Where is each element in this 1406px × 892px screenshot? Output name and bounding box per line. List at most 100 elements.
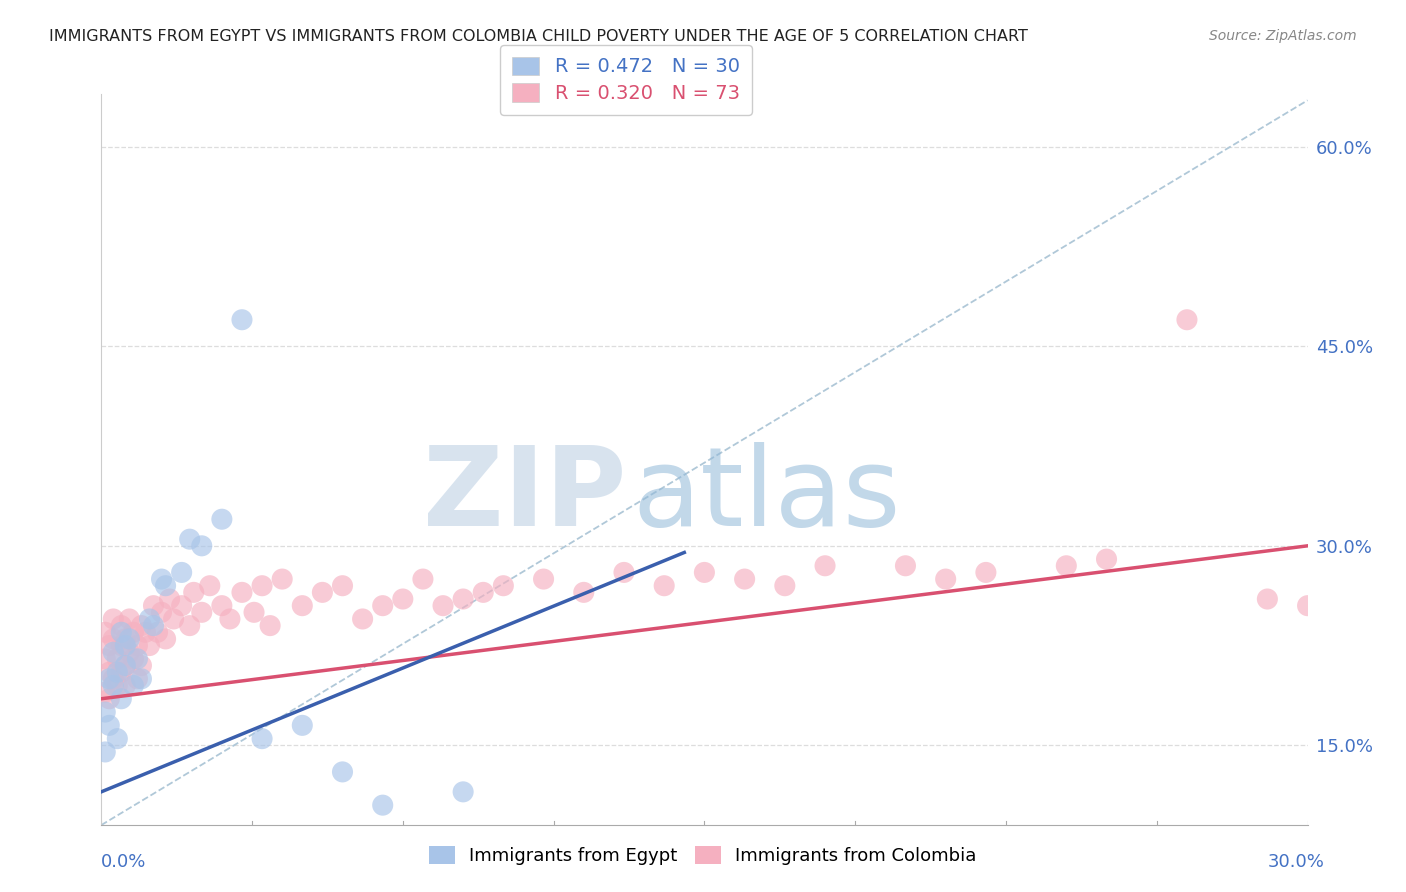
Point xyxy=(371,798,394,813)
Point xyxy=(98,672,121,686)
Point xyxy=(352,612,374,626)
Point xyxy=(170,599,193,613)
Point xyxy=(127,639,149,653)
Point xyxy=(142,599,165,613)
Text: atlas: atlas xyxy=(633,442,900,549)
Point xyxy=(118,645,141,659)
Point xyxy=(814,558,837,573)
Point xyxy=(127,652,149,666)
Point xyxy=(103,678,125,692)
Point xyxy=(412,572,434,586)
Point xyxy=(98,691,121,706)
Point xyxy=(935,572,957,586)
Point xyxy=(773,579,796,593)
Point xyxy=(179,532,201,546)
Point xyxy=(432,599,454,613)
Point xyxy=(332,579,354,593)
Point xyxy=(105,665,128,680)
Point xyxy=(1054,558,1077,573)
Point xyxy=(103,612,125,626)
Point xyxy=(114,639,136,653)
Point xyxy=(211,599,233,613)
Point xyxy=(94,652,117,666)
Point xyxy=(110,618,132,632)
Point xyxy=(533,572,555,586)
Point xyxy=(231,585,253,599)
Point xyxy=(110,665,132,680)
Point xyxy=(105,678,128,692)
Point xyxy=(231,312,253,326)
Point xyxy=(451,785,474,799)
Point xyxy=(122,625,145,640)
Point xyxy=(131,618,153,632)
Point xyxy=(118,632,141,646)
Point xyxy=(150,605,173,619)
Point xyxy=(134,625,156,640)
Legend: R = 0.472   N = 30, R = 0.320   N = 73: R = 0.472 N = 30, R = 0.320 N = 73 xyxy=(501,45,752,115)
Point xyxy=(974,566,997,580)
Point xyxy=(105,652,128,666)
Point xyxy=(138,639,160,653)
Point xyxy=(291,718,314,732)
Point xyxy=(271,572,294,586)
Point xyxy=(243,605,266,619)
Point xyxy=(259,618,281,632)
Point xyxy=(146,625,169,640)
Point xyxy=(392,592,415,607)
Text: IMMIGRANTS FROM EGYPT VS IMMIGRANTS FROM COLOMBIA CHILD POVERTY UNDER THE AGE OF: IMMIGRANTS FROM EGYPT VS IMMIGRANTS FROM… xyxy=(49,29,1028,44)
Point xyxy=(131,658,153,673)
Point xyxy=(451,592,474,607)
Point xyxy=(114,678,136,692)
Point xyxy=(734,572,756,586)
Point xyxy=(250,579,273,593)
Point xyxy=(103,672,125,686)
Point xyxy=(1175,312,1198,326)
Point xyxy=(131,672,153,686)
Point xyxy=(1256,592,1278,607)
Point xyxy=(332,764,354,779)
Point xyxy=(291,599,314,613)
Point xyxy=(162,612,184,626)
Point xyxy=(122,678,145,692)
Point xyxy=(1296,599,1319,613)
Point xyxy=(894,558,917,573)
Point xyxy=(94,745,117,759)
Point xyxy=(122,652,145,666)
Text: Source: ZipAtlas.com: Source: ZipAtlas.com xyxy=(1209,29,1357,43)
Point xyxy=(179,618,201,632)
Point xyxy=(94,685,117,699)
Point xyxy=(472,585,495,599)
Text: 0.0%: 0.0% xyxy=(101,853,146,871)
Point xyxy=(492,579,515,593)
Point xyxy=(159,592,181,607)
Text: 30.0%: 30.0% xyxy=(1268,853,1324,871)
Point xyxy=(138,612,160,626)
Point xyxy=(155,632,177,646)
Point xyxy=(110,639,132,653)
Point xyxy=(183,585,205,599)
Point xyxy=(98,665,121,680)
Point xyxy=(155,579,177,593)
Point xyxy=(114,632,136,646)
Point xyxy=(250,731,273,746)
Point xyxy=(613,566,636,580)
Point xyxy=(219,612,242,626)
Point xyxy=(1095,552,1118,566)
Point xyxy=(103,645,125,659)
Point xyxy=(127,672,149,686)
Point xyxy=(114,658,136,673)
Point xyxy=(211,512,233,526)
Legend: Immigrants from Egypt, Immigrants from Colombia: Immigrants from Egypt, Immigrants from C… xyxy=(422,839,984,872)
Point xyxy=(98,718,121,732)
Point xyxy=(118,612,141,626)
Point xyxy=(150,572,173,586)
Point xyxy=(198,579,221,593)
Point xyxy=(311,585,333,599)
Point xyxy=(652,579,675,593)
Point xyxy=(94,625,117,640)
Point xyxy=(142,618,165,632)
Point xyxy=(371,599,394,613)
Point xyxy=(110,625,132,640)
Point xyxy=(572,585,595,599)
Point xyxy=(94,705,117,719)
